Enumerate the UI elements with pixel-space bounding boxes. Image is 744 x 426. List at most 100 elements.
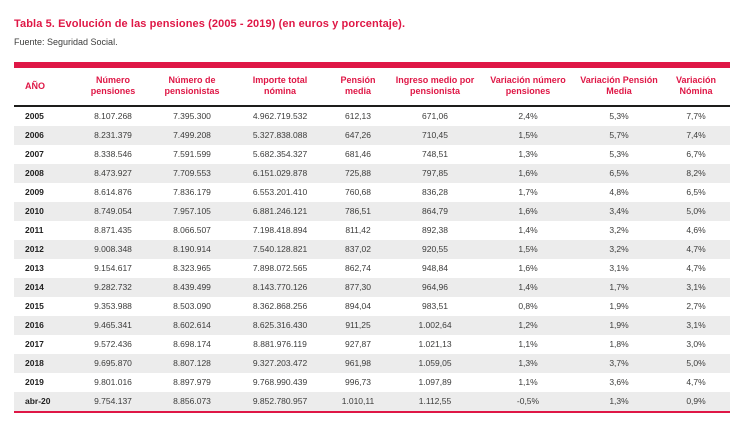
value-cell: 1,9% [609,301,629,311]
value-cell: 5,0% [686,358,706,368]
value-cell: 6.151.029.878 [252,168,308,178]
value-cell: 892,38 [422,225,448,235]
value-cell: 8.473.927 [94,168,132,178]
value-cell: 8.066.507 [173,225,211,235]
value-cell: 1,5% [518,130,538,140]
value-cell: 1,3% [576,391,662,413]
value-cell: 9.282.732 [94,282,132,292]
year-cell: 2019 [25,377,44,387]
value-cell: 8,2% [686,168,706,178]
year-cell: 2015 [25,301,44,311]
value-cell: 1,7% [518,187,538,197]
value-cell: 612,13 [345,111,371,121]
value-cell: 2,7% [686,301,706,311]
value-cell: 9.327.203.472 [252,358,308,368]
value-cell: 996,73 [345,377,371,387]
value-cell: 748,51 [422,149,448,159]
value-cell: 1,8% [609,339,629,349]
year-cell: 2018 [25,358,44,368]
value-cell: 6,7% [686,149,706,159]
table-row: 2008 8.473.927 7.709.553 6.151.029.878 725,8… [14,163,730,183]
value-cell: 7.540.128.821 [252,244,308,254]
table-row: 2016 9.465.341 8.602.614 8.625.316.430 911,2… [14,315,730,335]
value-cell: 983,51 [422,301,448,311]
table-row: 2019 9.801.016 8.897.979 9.768.990.439 996,7… [14,373,730,392]
value-cell: 8.338.546 [94,149,132,159]
table-row: 2006 8.231.379 7.499.208 5.327.838.088 647,2… [14,125,730,145]
value-cell: 8.856.073 [150,391,234,413]
value-cell: 4,8% [609,187,629,197]
value-cell: 1,9% [609,320,629,330]
value-cell: 8.698.174 [173,339,211,349]
value-cell: 811,42 [345,225,371,235]
value-cell: 9.353.988 [94,301,132,311]
value-cell: 1,6% [518,206,538,216]
value-cell: 1,1% [518,339,538,349]
value-cell: 8.362.868.256 [252,301,308,311]
value-cell: 8.871.435 [94,225,132,235]
value-cell: 9.768.990.439 [252,377,308,387]
year-cell: 2013 [25,263,44,273]
value-cell: 7.836.179 [173,187,211,197]
value-cell: 760,68 [345,187,371,197]
value-cell: 0,9% [662,391,730,413]
table-row: 2005 8.107.268 7.395.300 4.962.719.532 612,1… [14,106,730,126]
value-cell: 1,3% [518,149,538,159]
value-cell: 1,4% [518,282,538,292]
year-cell: 2010 [25,206,44,216]
table-row: 2015 9.353.988 8.503.090 8.362.868.256 894,0… [14,297,730,316]
value-cell: 671,06 [422,111,448,121]
table-body: 2005 8.107.268 7.395.300 4.962.719.532 612,1… [14,106,730,413]
table-title: Tabla 5. Evolución de las pensiones (200… [14,18,406,30]
table-row: 2018 9.695.870 8.807.128 9.327.203.472 961,9… [14,353,730,373]
table-source: Fuente: Seguridad Social. [14,37,118,47]
value-cell: 3,2% [609,244,629,254]
value-cell: 1,7% [609,282,629,292]
column-header-6: Variación número pensiones [480,62,576,107]
value-cell: 862,74 [345,263,371,273]
value-cell: 1,4% [518,225,538,235]
value-cell: 964,96 [422,282,448,292]
value-cell: 1.097,89 [418,377,452,387]
value-cell: 8.231.379 [94,130,132,140]
value-cell: 8.614.876 [94,187,132,197]
value-cell: 725,88 [345,168,371,178]
value-cell: 5,7% [609,130,629,140]
table-row: 2013 9.154.617 8.323.965 7.898.072.565 862,7… [14,259,730,278]
value-cell: 710,45 [422,130,448,140]
value-cell: 1.059,05 [418,358,452,368]
value-cell: 1,3% [518,358,538,368]
value-cell: 837,02 [345,244,371,254]
value-cell: 9.572.436 [94,339,132,349]
value-cell: 8.807.128 [173,358,211,368]
value-cell: 1.010,11 [326,391,390,413]
value-cell: 948,84 [422,263,448,273]
value-cell: 8.107.268 [94,111,132,121]
column-header-8: Variación Nómina [662,62,730,107]
value-cell: 9.154.617 [94,263,132,273]
column-header-7: Variación Pensión Media [576,62,662,107]
year-cell: 2005 [25,111,44,121]
value-cell: 9.008.348 [94,244,132,254]
value-cell: 7.709.553 [173,168,211,178]
value-cell: 3,0% [686,339,706,349]
column-header-1: Número pensiones [76,62,150,107]
year-cell: abr-20 [14,391,76,413]
value-cell: 1.112,55 [390,391,480,413]
value-cell: 7,4% [686,130,706,140]
year-cell: 2017 [25,339,44,349]
year-cell: 2007 [25,149,44,159]
value-cell: 8.143.770.126 [252,282,308,292]
value-cell: 4.962.719.532 [252,111,308,121]
value-cell: 1,6% [518,168,538,178]
value-cell: 9.852.780.957 [234,391,326,413]
value-cell: 3,7% [609,358,629,368]
value-cell: 6,5% [609,168,629,178]
value-cell: 4,7% [686,263,706,273]
value-cell: 5,3% [609,149,629,159]
year-cell: 2008 [25,168,44,178]
year-cell: 2009 [25,187,44,197]
table-row: 2014 9.282.732 8.439.499 8.143.770.126 877,3… [14,277,730,297]
value-cell: 5,0% [686,206,706,216]
table-row: 2007 8.338.546 7.591.599 5.682.354.327 681,4… [14,145,730,164]
